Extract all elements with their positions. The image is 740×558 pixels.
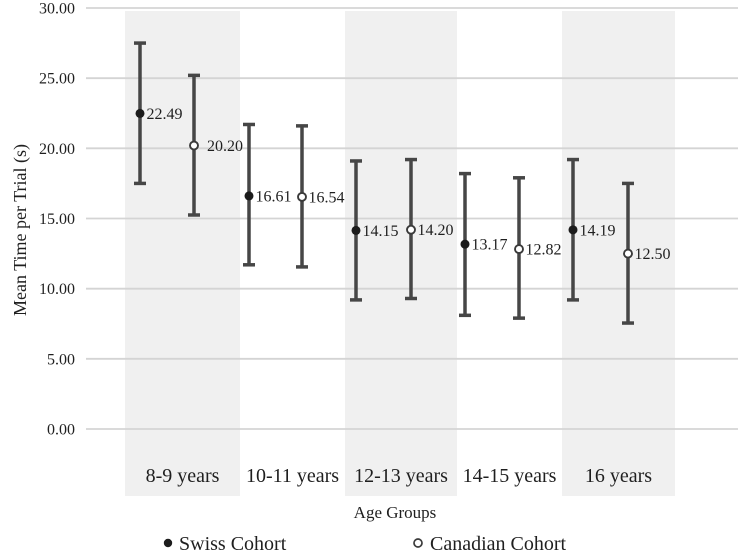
value-label: 12.82 <box>526 242 562 259</box>
data-point-canadian <box>406 224 416 235</box>
y-tick-label: 15.00 <box>39 211 75 228</box>
data-point-canadian <box>189 140 199 151</box>
value-label: 14.19 <box>580 222 616 239</box>
x-tick-label: 12-13 years <box>354 465 448 487</box>
y-tick-label: 20.00 <box>39 141 75 158</box>
legend: Swiss Cohort Canadian Cohort <box>163 533 567 555</box>
y-axis-tick-labels: 30.00 25.00 20.00 15.00 10.00 5.00 0.00 <box>39 1 75 439</box>
data-point-canadian <box>297 191 307 202</box>
y-tick-label: 10.00 <box>39 281 75 298</box>
y-tick-label: 30.00 <box>39 1 75 18</box>
value-label: 12.50 <box>635 246 671 263</box>
value-label: 22.49 <box>147 106 183 123</box>
data-point-swiss <box>244 191 254 201</box>
legend-label-swiss: Swiss Cohort <box>179 533 287 553</box>
value-label: 14.15 <box>363 223 399 240</box>
y-tick-label: 25.00 <box>39 71 75 88</box>
data-point-swiss <box>460 239 470 249</box>
age-band-layer <box>125 11 675 496</box>
legend-marker-swiss-filled-circle <box>163 538 173 548</box>
y-tick-label: 5.00 <box>47 351 75 368</box>
data-point-swiss <box>568 225 578 235</box>
y-tick-label: 0.00 <box>47 422 75 439</box>
x-tick-label: 16 years <box>585 465 652 487</box>
age-band <box>125 11 240 496</box>
series-layer: 22.49 16.61 14.15 13.17 14.19 20.20 16.54 14.20… <box>134 41 671 325</box>
value-label: 16.61 <box>256 188 292 205</box>
data-point-swiss <box>135 108 145 118</box>
age-band <box>562 11 675 496</box>
value-label: 13.17 <box>472 237 508 254</box>
age-band <box>345 11 457 496</box>
x-tick-label: 14-15 years <box>463 465 557 487</box>
x-tick-label: 10-11 years <box>246 465 339 487</box>
x-axis-title: Age Groups <box>354 503 437 522</box>
value-label: 14.20 <box>418 222 454 239</box>
data-point-canadian <box>514 244 524 255</box>
value-label: 20.20 <box>207 138 243 155</box>
legend-label-canadian: Canadian Cohort <box>430 533 567 553</box>
x-axis-tick-labels: 8-9 years 10-11 years 12-13 years 14-15 yea… <box>146 465 653 487</box>
legend-marker-canadian-open-circle <box>413 538 423 548</box>
data-point-swiss <box>351 225 361 235</box>
data-point-canadian <box>623 248 633 259</box>
x-tick-label: 8-9 years <box>146 465 220 487</box>
value-label: 16.54 <box>309 189 345 206</box>
y-axis-title: Mean Time per Trial (s) <box>10 144 31 316</box>
